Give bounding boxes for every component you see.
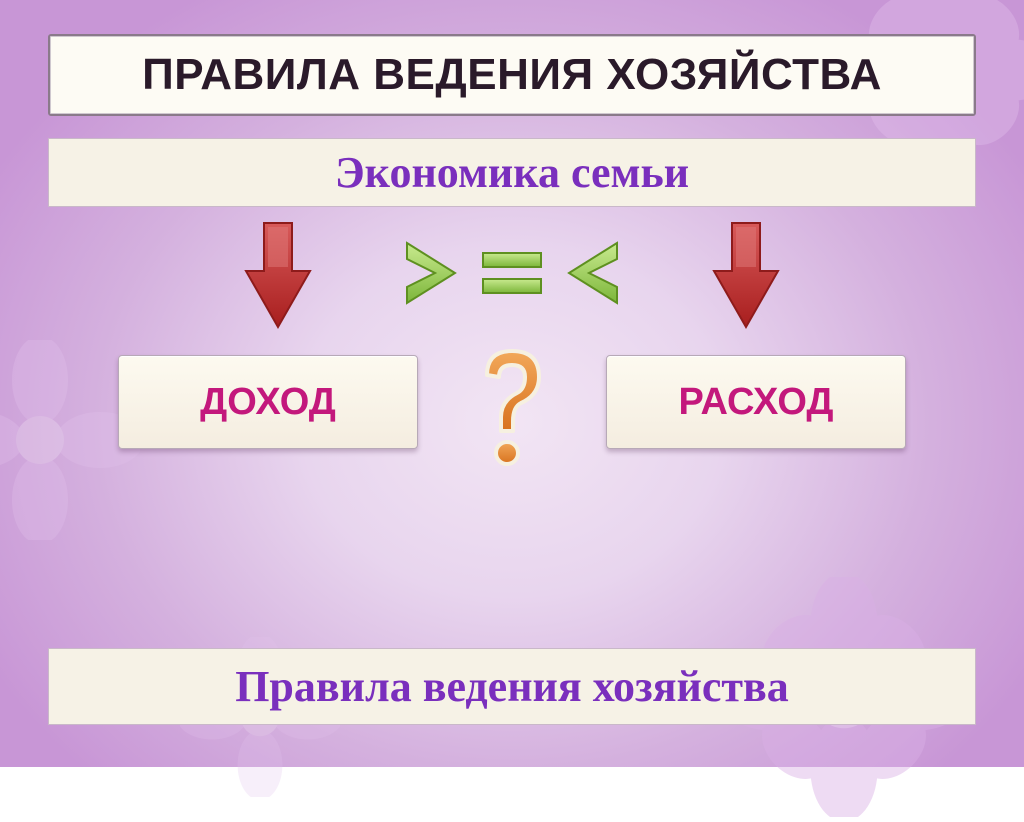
diagram-area: ДОХОД РАСХОД [48,215,976,475]
footer-box: Правила ведения хозяйства [48,648,976,725]
income-box: ДОХОД [118,355,418,449]
slide-title: ПРАВИЛА ВЕДЕНИЯ ХОЗЯЙСТВА [70,50,954,100]
comparison-symbols [399,233,625,313]
footer-text: Правила ведения хозяйства [59,661,965,712]
expense-label: РАСХОД [679,381,834,424]
subtitle-box: Экономика семьи [48,138,976,207]
slide-content: ПРАВИЛА ВЕДЕНИЯ ХОЗЯЙСТВА Экономика семь… [0,0,1024,767]
subtitle-text: Экономика семьи [59,147,965,198]
expense-box: РАСХОД [606,355,906,449]
arrow-down-right [706,215,786,335]
less-than-icon [559,233,625,313]
greater-than-icon [399,233,465,313]
equals-icon [477,233,547,313]
arrow-down-left [238,215,318,335]
income-label: ДОХОД [200,381,336,424]
title-box: ПРАВИЛА ВЕДЕНИЯ ХОЗЯЙСТВА [48,34,976,116]
question-mark-icon [467,343,557,473]
